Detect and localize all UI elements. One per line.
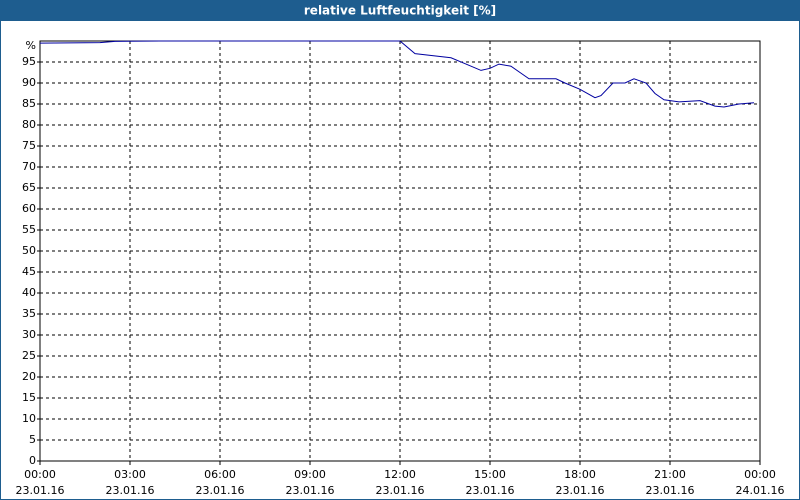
x-tick-label: 18:00 [564, 468, 596, 481]
y-tick-label: 80 [22, 118, 36, 131]
x-tick-label: 00:00 [744, 468, 776, 481]
x-tick-label: 12:00 [384, 468, 416, 481]
x-tick-date: 24.01.16 [736, 484, 785, 497]
x-tick-date: 23.01.16 [106, 484, 155, 497]
y-tick-label: 50 [22, 244, 36, 257]
x-tick-date: 23.01.16 [286, 484, 335, 497]
chart-title: relative Luftfeuchtigkeit [%] [304, 4, 496, 18]
x-tick-label: 21:00 [654, 468, 686, 481]
x-tick-label: 03:00 [114, 468, 146, 481]
x-tick-label: 06:00 [204, 468, 236, 481]
y-tick-label: 15 [22, 391, 36, 404]
x-tick-date: 23.01.16 [16, 484, 65, 497]
x-tick-date: 23.01.16 [376, 484, 425, 497]
y-tick-label: 75 [22, 139, 36, 152]
y-tick-label: 85 [22, 97, 36, 110]
y-tick-label: 20 [22, 370, 36, 383]
y-tick-label: 40 [22, 286, 36, 299]
x-tick-date: 23.01.16 [196, 484, 245, 497]
x-tick-label: 15:00 [474, 468, 506, 481]
y-tick-label: 95 [22, 55, 36, 68]
x-tick-label: 00:00 [24, 468, 56, 481]
data-line [39, 40, 755, 108]
x-tick-label: 09:00 [294, 468, 326, 481]
y-tick-label: 60 [22, 202, 36, 215]
y-tick-label: 5 [29, 433, 36, 446]
y-tick-label: 70 [22, 160, 36, 173]
y-tick-label: 10 [22, 412, 36, 425]
y-unit-label: % [26, 39, 36, 52]
y-tick-label: 30 [22, 328, 36, 341]
x-tick-date: 23.01.16 [466, 484, 515, 497]
title-bar [0, 0, 800, 21]
y-tick-label: 55 [22, 223, 36, 236]
x-tick-date: 23.01.16 [646, 484, 695, 497]
y-tick-label: 35 [22, 307, 36, 320]
x-tick-date: 23.01.16 [556, 484, 605, 497]
y-tick-label: 25 [22, 349, 36, 362]
y-tick-label: 90 [22, 76, 36, 89]
y-tick-label: 65 [22, 181, 36, 194]
y-tick-label: 45 [22, 265, 36, 278]
y-tick-label: 0 [29, 454, 36, 467]
